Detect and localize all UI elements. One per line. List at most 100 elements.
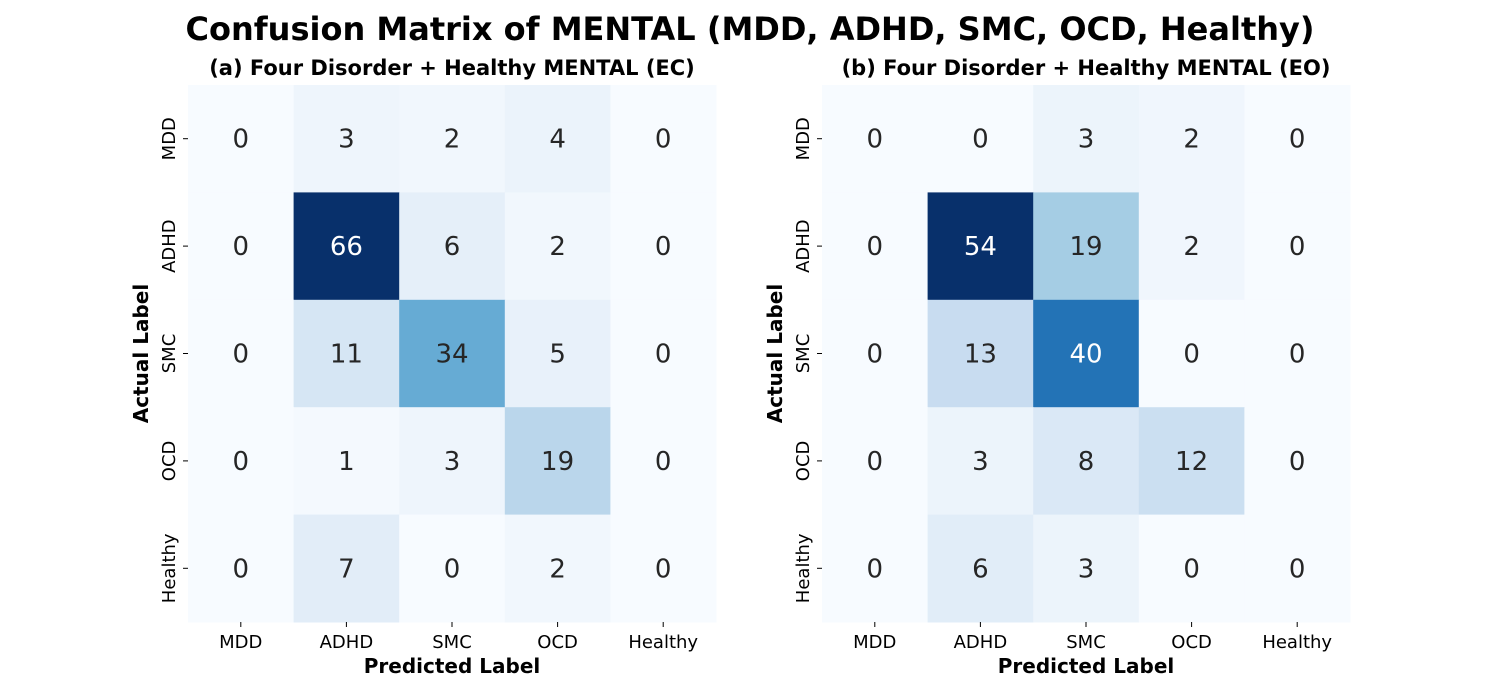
x-tick-label: OCD: [1171, 632, 1212, 653]
panel-title: (b) Four Disorder + Healthy MENTAL (EO): [842, 56, 1331, 80]
heatmap-cell: [1138, 192, 1245, 301]
cell-value: 11: [330, 340, 363, 370]
y-tick-label: ADHD: [793, 219, 814, 273]
x-tick-label: Healthy: [1262, 632, 1332, 653]
heatmap-cell: [188, 514, 295, 623]
heatmap-cell: [188, 407, 295, 516]
heatmap-cell: [1033, 514, 1140, 623]
heatmap-cell: [293, 299, 400, 408]
cell-value: 0: [655, 232, 672, 262]
cell-value: 0: [1183, 340, 1200, 370]
cell-value: 0: [233, 125, 250, 155]
heatmap-cell: [504, 85, 611, 193]
heatmap-cell: [1138, 299, 1245, 408]
cell-value: 6: [444, 232, 461, 262]
cell-value: 8: [1078, 447, 1095, 477]
figure-title: Confusion Matrix of MENTAL (MDD, ADHD, S…: [186, 10, 1315, 48]
heatmap-cell: [293, 407, 400, 516]
x-tick-label: MDD: [853, 632, 896, 653]
heatmap-cell: [1244, 407, 1351, 516]
cell-value: 0: [655, 447, 672, 477]
x-axis-label: Predicted Label: [998, 654, 1175, 678]
heatmap-cell: [610, 192, 717, 301]
cell-value: 3: [338, 125, 355, 155]
cell-value: 7: [338, 554, 355, 584]
cell-value: 54: [964, 232, 997, 262]
cell-value: 0: [233, 232, 250, 262]
cell-value: 3: [444, 447, 461, 477]
heatmap-cell: [610, 299, 717, 408]
cell-value: 19: [1069, 232, 1102, 262]
cell-value: 3: [972, 447, 989, 477]
heatmap-cell: [1033, 192, 1140, 301]
y-tick-label: SMC: [159, 334, 180, 374]
x-tick-label: ADHD: [954, 632, 1008, 653]
cell-value: 0: [1289, 125, 1306, 155]
heatmap-cell: [188, 85, 295, 193]
cell-value: 0: [867, 340, 884, 370]
heatmap-cell: [927, 192, 1034, 301]
heatmap-cell: [1033, 299, 1140, 408]
x-tick-label: Healthy: [628, 632, 698, 653]
heatmap-cell: [293, 192, 400, 301]
cell-value: 0: [1183, 554, 1200, 584]
heatmap-cell: [1138, 407, 1245, 516]
heatmap-cell: [927, 514, 1034, 623]
cell-value: 4: [549, 125, 566, 155]
cell-value: 2: [1183, 125, 1200, 155]
cell-value: 6: [972, 554, 989, 584]
cell-value: 3: [1078, 125, 1095, 155]
cell-value: 2: [1183, 232, 1200, 262]
cell-value: 0: [972, 125, 989, 155]
heatmap-cell: [504, 407, 611, 516]
cell-value: 0: [867, 554, 884, 584]
heatmap-panel-0: (a) Four Disorder + Healthy MENTAL (EC) 0…: [129, 56, 717, 678]
heatmap-cell: [610, 514, 717, 623]
x-tick-label: SMC: [1066, 632, 1106, 653]
cell-value: 0: [867, 447, 884, 477]
cell-value: 66: [330, 232, 363, 262]
heatmap-cell: [610, 407, 717, 516]
cell-value: 0: [233, 340, 250, 370]
cell-value: 0: [867, 232, 884, 262]
cell-value: 0: [444, 554, 461, 584]
heatmap-cell: [822, 514, 929, 623]
y-tick-label: ADHD: [159, 219, 180, 273]
heatmap-cell: [1138, 85, 1245, 193]
y-tick-label: MDD: [159, 117, 180, 160]
heatmap-cell: [822, 192, 929, 301]
heatmap-cell: [927, 407, 1034, 516]
heatmap-cell: [822, 299, 929, 408]
heatmap-cell: [399, 85, 506, 193]
y-tick-label: MDD: [793, 117, 814, 160]
cell-value: 19: [541, 447, 574, 477]
heatmap-cell: [188, 192, 295, 301]
heatmap-cell: [293, 514, 400, 623]
x-tick-label: MDD: [219, 632, 262, 653]
heatmap-cell: [927, 85, 1034, 193]
heatmap-cell: [927, 299, 1034, 408]
cell-value: 2: [444, 125, 461, 155]
x-axis-label: Predicted Label: [364, 654, 541, 678]
cell-value: 3: [1078, 554, 1095, 584]
y-tick-label: Healthy: [159, 533, 180, 603]
cell-value: 0: [1289, 447, 1306, 477]
heatmap-cell: [399, 407, 506, 516]
cell-value: 0: [655, 125, 672, 155]
cell-value: 1: [338, 447, 355, 477]
heatmap-cell: [822, 407, 929, 516]
y-tick-label: OCD: [159, 441, 180, 482]
x-tick-label: OCD: [537, 632, 578, 653]
heatmap-cell: [1244, 85, 1351, 193]
heatmap-cell: [1033, 407, 1140, 516]
cell-value: 0: [233, 554, 250, 584]
cell-value: 0: [1289, 232, 1306, 262]
heatmap-cell: [1033, 85, 1140, 193]
cell-value: 0: [1289, 554, 1306, 584]
cell-value: 0: [867, 125, 884, 155]
x-tick-label: SMC: [432, 632, 472, 653]
cell-value: 2: [549, 232, 566, 262]
cell-value: 12: [1175, 447, 1208, 477]
heatmap-cell: [399, 514, 506, 623]
